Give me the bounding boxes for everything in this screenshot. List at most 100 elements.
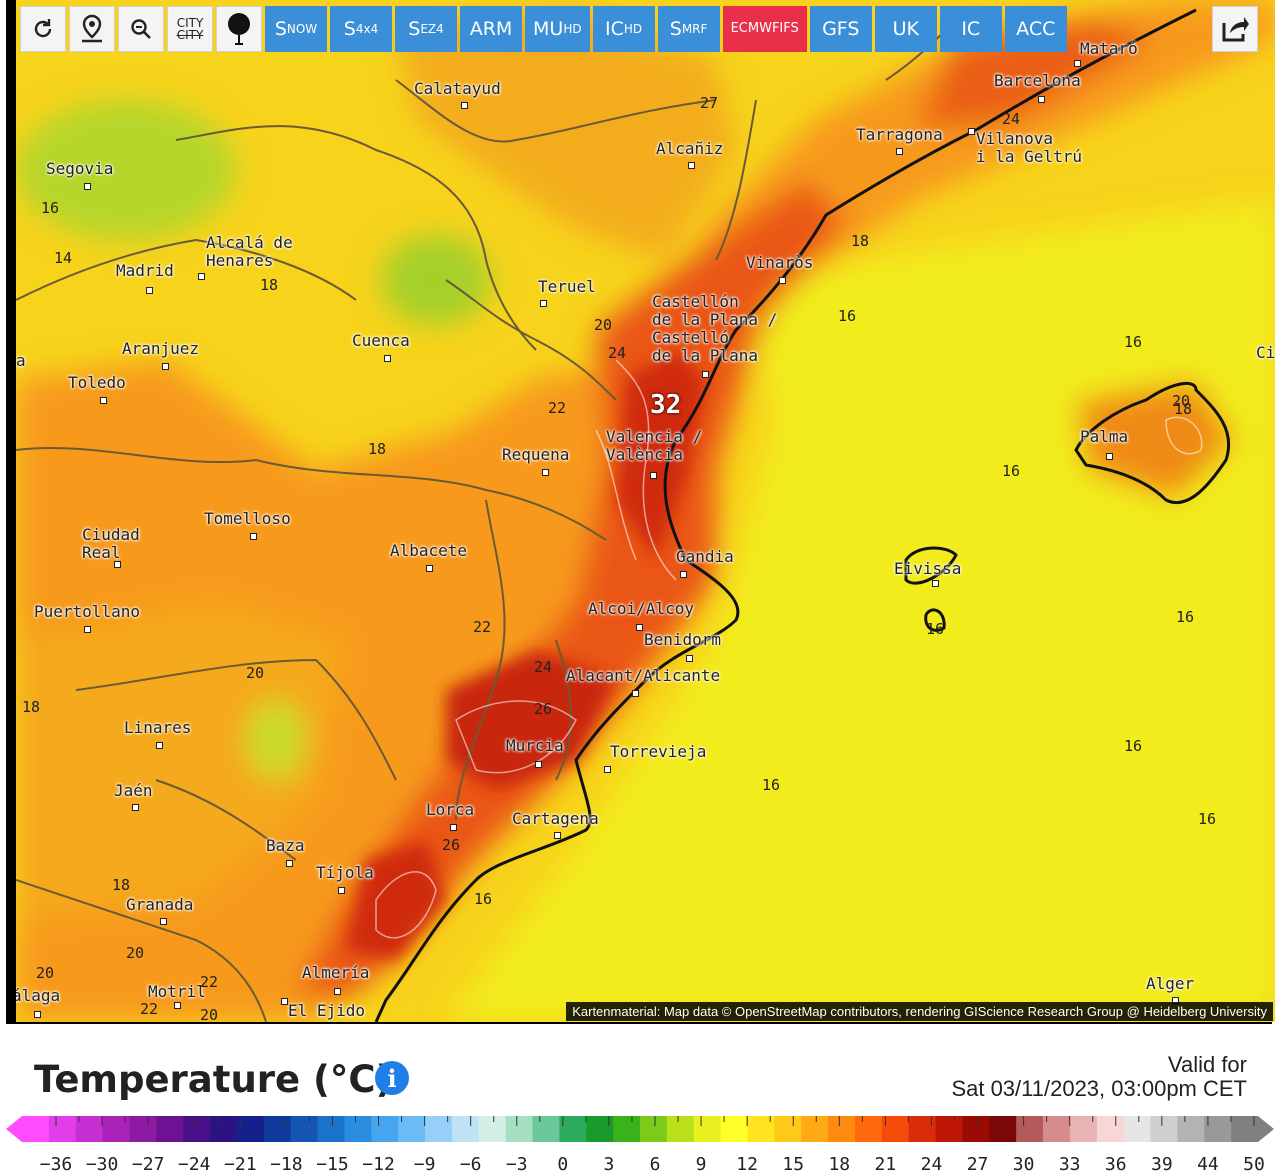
- city-label-madrid[interactable]: Madrid: [116, 261, 174, 280]
- city-label-linares[interactable]: Linares: [124, 718, 192, 737]
- city-marker[interactable]: [250, 533, 257, 540]
- city-marker[interactable]: [542, 469, 549, 476]
- balloon-button[interactable]: [216, 6, 262, 52]
- city-marker[interactable]: [1074, 60, 1081, 67]
- city-label-tomelloso[interactable]: Tomelloso: [204, 509, 291, 528]
- city-label-cuenca[interactable]: Cuenca: [352, 331, 410, 350]
- city-marker[interactable]: [1106, 453, 1113, 460]
- city-label-requena[interactable]: Requena: [502, 445, 570, 464]
- refresh-button[interactable]: [20, 6, 66, 52]
- city-marker[interactable]: [461, 102, 468, 109]
- city-marker[interactable]: [779, 277, 786, 284]
- city-label-motril[interactable]: Motril: [148, 982, 206, 1001]
- city-marker[interactable]: [146, 287, 153, 294]
- city-label-alcalá[interactable]: Alcalá de Henares: [206, 233, 293, 270]
- city-marker[interactable]: [132, 804, 139, 811]
- city-marker[interactable]: [160, 918, 167, 925]
- city-label-alger[interactable]: Alger: [1146, 974, 1195, 993]
- city-label-castellón[interactable]: Castellón de la Plana / Castelló de la P…: [652, 292, 778, 365]
- city-marker[interactable]: [84, 626, 91, 633]
- city-label-albacete[interactable]: Albacete: [390, 541, 468, 560]
- city-marker[interactable]: [338, 887, 345, 894]
- city-marker[interactable]: [540, 300, 547, 307]
- city-label-vinaròs[interactable]: Vinaròs: [746, 253, 814, 272]
- city-marker[interactable]: [650, 472, 657, 479]
- model-button-sez4[interactable]: S EZ4: [395, 6, 457, 52]
- model-button-acc[interactable]: ACC: [1004, 6, 1067, 52]
- location-button[interactable]: [69, 6, 115, 52]
- city-label-granada[interactable]: Granada: [126, 895, 194, 914]
- city-label-tíjola[interactable]: Tíjola: [316, 863, 374, 882]
- city-label-eivissa[interactable]: Eivissa: [894, 559, 962, 578]
- model-button-ic[interactable]: IC: [939, 6, 1002, 52]
- temperature-map[interactable]: Calatayud Barcelona Mataró Tarragona Vilanov…: [16, 0, 1275, 1022]
- model-button-snow[interactable]: S NOW: [265, 6, 327, 52]
- city-marker[interactable]: [334, 988, 341, 995]
- city-marker[interactable]: [535, 761, 542, 768]
- city-marker[interactable]: [968, 128, 975, 135]
- city-marker[interactable]: [34, 1011, 41, 1018]
- city-marker[interactable]: [554, 832, 561, 839]
- model-button-gfs[interactable]: GFS: [809, 6, 872, 52]
- city-marker[interactable]: [688, 162, 695, 169]
- city-marker[interactable]: [84, 183, 91, 190]
- model-button-uk[interactable]: UK: [874, 6, 937, 52]
- city-label-teruel[interactable]: Teruel: [538, 277, 596, 296]
- city-label-almería[interactable]: Almería: [302, 963, 370, 982]
- city-marker[interactable]: [702, 371, 709, 378]
- city-label-valencia[interactable]: Valencia / València: [606, 427, 703, 464]
- city-label-ciudad[interactable]: Ciudad Real: [82, 525, 140, 562]
- city-marker[interactable]: [636, 624, 643, 631]
- info-icon[interactable]: i: [375, 1061, 409, 1095]
- city-label-baza[interactable]: Baza: [266, 836, 305, 855]
- city-marker[interactable]: [384, 355, 391, 362]
- city-label-toledo[interactable]: Toledo: [68, 373, 126, 392]
- city-marker[interactable]: [198, 273, 205, 280]
- city-marker[interactable]: [680, 571, 687, 578]
- city-marker[interactable]: [156, 742, 163, 749]
- model-button-s4x4[interactable]: S 4x4: [330, 6, 392, 52]
- city-label-aranjuez[interactable]: Aranjuez: [122, 339, 200, 358]
- city-label-vilanova[interactable]: Vilanova i la Geltrú: [976, 129, 1082, 166]
- city-marker[interactable]: [174, 1002, 181, 1009]
- city-label-alcañiz[interactable]: Alcañiz: [656, 139, 724, 158]
- city-label-a[interactable]: a: [16, 351, 26, 370]
- model-button-muhd[interactable]: MU HD: [525, 6, 590, 52]
- city-marker[interactable]: [896, 148, 903, 155]
- city-marker[interactable]: [114, 561, 121, 568]
- city-label-gandia[interactable]: Gandia: [676, 547, 734, 566]
- city-label-murcia[interactable]: Murcia: [506, 736, 564, 755]
- city-label-ciu[interactable]: Ciu: [1256, 343, 1275, 362]
- city-marker[interactable]: [162, 363, 169, 370]
- city-marker[interactable]: [604, 766, 611, 773]
- model-button-smrf[interactable]: S MRF: [657, 6, 720, 52]
- model-button-ichd[interactable]: IC HD: [592, 6, 655, 52]
- map-canvas[interactable]: [16, 0, 1275, 1022]
- city-label-jaén[interactable]: Jaén: [114, 781, 153, 800]
- city-label-barcelona[interactable]: Barcelona: [994, 71, 1081, 90]
- map-attribution[interactable]: Kartenmaterial: Map data © OpenStreetMap…: [566, 1002, 1273, 1021]
- city-marker[interactable]: [632, 690, 639, 697]
- city-label-alacant[interactable]: Alacant/Alicante: [566, 666, 721, 685]
- city-marker[interactable]: [686, 655, 693, 662]
- city-marker[interactable]: [100, 397, 107, 404]
- city-label-cartagena[interactable]: Cartagena: [512, 809, 599, 828]
- model-button-ecmwfifs[interactable]: ECMWF IFS: [722, 6, 807, 52]
- city-label-torrevieja[interactable]: Torrevieja: [610, 742, 707, 761]
- city-marker[interactable]: [932, 580, 939, 587]
- city-marker[interactable]: [426, 565, 433, 572]
- model-button-arm[interactable]: ARM: [460, 6, 522, 52]
- city-label-palma[interactable]: Palma: [1080, 427, 1129, 446]
- city-label-puertollano[interactable]: Puertollano: [34, 602, 140, 621]
- city-marker[interactable]: [1038, 96, 1045, 103]
- city-label-segovia[interactable]: Segovia: [46, 159, 114, 178]
- city-toggle-button[interactable]: CITY CITY: [167, 6, 213, 52]
- city-marker[interactable]: [281, 998, 288, 1005]
- city-label-álaga[interactable]: álaga: [16, 986, 61, 1005]
- city-label-tarragona[interactable]: Tarragona: [856, 125, 943, 144]
- city-label-el[interactable]: El Ejido: [288, 1001, 366, 1020]
- city-marker[interactable]: [450, 824, 457, 831]
- city-label-lorca[interactable]: Lorca: [426, 800, 475, 819]
- share-button[interactable]: [1212, 6, 1258, 52]
- city-label-alcoi[interactable]: Alcoi/Alcoy: [588, 599, 694, 618]
